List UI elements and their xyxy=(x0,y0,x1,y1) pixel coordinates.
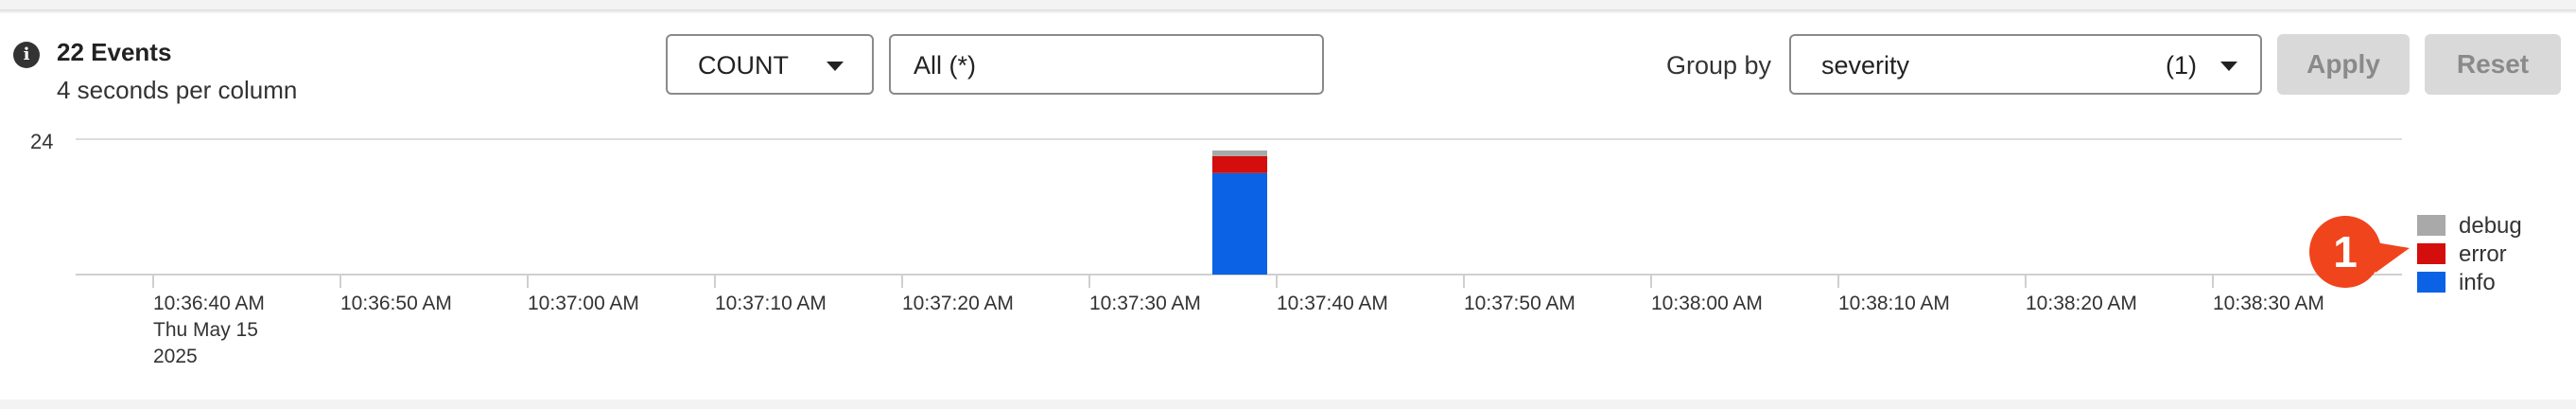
legend-label-debug: debug xyxy=(2459,213,2522,239)
x-tick-label: 10:37:50 AM xyxy=(1464,293,1575,314)
annotation-arrow-head xyxy=(2376,242,2410,273)
filter-input[interactable]: All (*) xyxy=(889,34,1324,95)
chevron-down-icon xyxy=(2220,62,2237,71)
bar-segment-info xyxy=(1212,172,1267,275)
filter-value: All (*) xyxy=(914,51,976,80)
x-tick-label: 10:38:00 AM xyxy=(1651,293,1763,314)
bottom-divider xyxy=(0,400,2576,409)
x-tick-label: 10:38:20 AM xyxy=(2026,293,2137,314)
legend-item-error[interactable]: error xyxy=(2417,241,2576,267)
x-tick-label: 10:37:30 AM xyxy=(1089,293,1201,314)
legend-swatch-info xyxy=(2417,272,2445,293)
legend-item-debug[interactable]: debug xyxy=(2417,213,2576,239)
legend-swatch-debug xyxy=(2417,215,2445,236)
x-tick-label: 10:37:10 AM xyxy=(715,293,827,314)
legend-item-info[interactable]: info xyxy=(2417,270,2576,295)
aggregation-value: COUNT xyxy=(698,51,789,80)
top-divider xyxy=(0,0,2576,11)
x-tick-label: 10:36:40 AM xyxy=(153,293,265,314)
x-tick-label: 10:38:30 AM xyxy=(2213,293,2324,314)
x-tick-label: 10:37:20 AM xyxy=(902,293,1014,314)
group-by-value: severity xyxy=(1821,51,1910,80)
bar-segment-error xyxy=(1212,155,1267,173)
group-by-label: Group by xyxy=(1666,51,1772,80)
events-count-title: 22 Events xyxy=(57,38,172,66)
interval-description: 4 seconds per column xyxy=(57,76,298,104)
info-icon[interactable]: i xyxy=(13,42,40,68)
legend-swatch-error xyxy=(2417,243,2445,264)
group-by-count: (1) xyxy=(2166,51,2197,80)
group-by-select[interactable]: severity (1) xyxy=(1789,34,2262,95)
legend-label-error: error xyxy=(2459,241,2507,267)
y-axis-tick-label: 24 xyxy=(30,130,54,153)
x-tick-label: 10:36:50 AM xyxy=(340,293,452,314)
x-date-label: Thu May 15 xyxy=(153,319,258,341)
annotation-badge: 1 xyxy=(2309,216,2381,288)
chevron-down-icon xyxy=(827,62,844,71)
reset-button[interactable]: Reset xyxy=(2425,34,2561,95)
x-tick-label: 10:37:00 AM xyxy=(528,293,639,314)
apply-button[interactable]: Apply xyxy=(2277,34,2410,95)
x-tick-label: 10:38:10 AM xyxy=(1838,293,1950,314)
x-year-label: 2025 xyxy=(153,346,198,367)
x-tick-label: 10:37:40 AM xyxy=(1277,293,1388,314)
bar-segment-debug xyxy=(1212,150,1267,156)
aggregation-select[interactable]: COUNT xyxy=(666,34,874,95)
legend-label-info: info xyxy=(2459,270,2496,295)
